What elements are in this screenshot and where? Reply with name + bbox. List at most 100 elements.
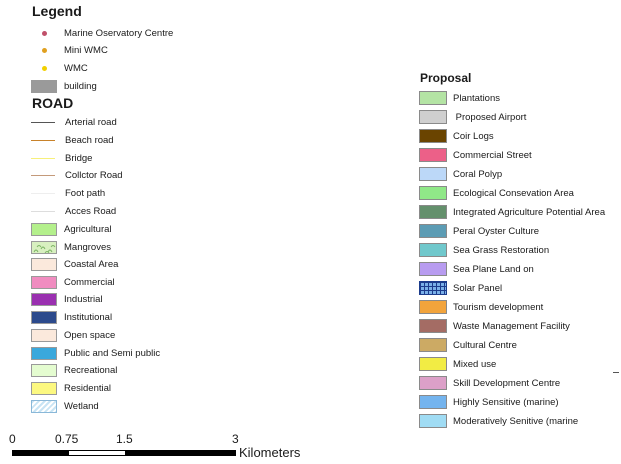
tourism-swatch <box>419 300 447 314</box>
proposal-item-label: Cultural Centre <box>453 339 517 351</box>
foot-path-line-icon <box>31 192 55 194</box>
legend-item-arterial-road: Arterial road <box>31 114 117 130</box>
scale-tick-label-3: 3 <box>232 432 239 446</box>
proposal-item-label: Coir Logs <box>453 130 494 142</box>
scale-tick-label-1-5: 1.5 <box>116 432 133 446</box>
legend-item-access-road: Acces Road <box>31 203 116 219</box>
scale-tick-label-0: 0 <box>9 432 16 446</box>
skill-development-swatch <box>419 376 447 390</box>
legend-item-recreational: Recreational <box>31 362 117 378</box>
access-road-line-icon <box>31 210 55 212</box>
proposal-item-sea-plane: Sea Plane Land on <box>419 261 534 277</box>
proposal-item-pearl-oyster: Peral Oyster Culture <box>419 223 539 239</box>
proposal-item-label: Ecological Consevation Area <box>453 187 574 199</box>
sea-plane-swatch <box>419 262 447 276</box>
wmc-dot-icon <box>41 65 47 71</box>
legend-item-label: Bridge <box>65 152 93 164</box>
scale-bar <box>12 450 236 456</box>
legend-item-building: building <box>31 78 97 94</box>
coir-logs-swatch <box>419 129 447 143</box>
mixed-use-swatch <box>419 357 447 371</box>
agricultural-swatch <box>31 222 57 236</box>
legend-item-label: Wetland <box>64 400 99 412</box>
public-semi-public-swatch <box>31 346 57 360</box>
legend-item-label: Agricultural <box>64 223 112 235</box>
legend-title: Legend <box>32 3 82 19</box>
road-title: ROAD <box>32 95 74 111</box>
proposal-item-label: Peral Oyster Culture <box>453 225 540 237</box>
commercial-street-swatch <box>419 148 447 162</box>
legend-item-label: Industrial <box>64 293 103 305</box>
building-swatch <box>31 79 57 93</box>
proposal-item-coir-logs: Coir Logs <box>419 128 494 144</box>
legend-item-label: Acces Road <box>65 205 117 217</box>
legend-item-foot-path: Foot path <box>31 185 105 201</box>
scale-bar-segment-1 <box>13 451 69 455</box>
proposal-item-label: Plantations <box>453 92 501 104</box>
proposal-item-integrated-agriculture: Integrated Agriculture Potential Area <box>419 204 605 220</box>
pearl-oyster-swatch <box>419 224 447 238</box>
legend-item-mini-wmc: Mini WMC <box>30 42 108 58</box>
scale-bar-segment-2 <box>69 451 125 455</box>
wetland-hatch-icon <box>31 399 57 413</box>
proposal-item-ecological-conservation: Ecological Consevation Area <box>419 185 574 201</box>
legend-item-label: Residential <box>64 382 111 394</box>
legend-item-collector-road: Collctor Road <box>31 167 123 183</box>
legend-item-label: Open space <box>64 329 116 341</box>
legend-item-wetland: Wetland <box>31 398 99 414</box>
legend-item-bridge: Bridge <box>31 150 92 166</box>
proposal-item-label: Integrated Agriculture Potential Area <box>453 206 606 218</box>
bridge-line-icon <box>31 157 55 159</box>
coral-polyp-swatch <box>419 167 447 181</box>
integrated-agriculture-swatch <box>419 205 447 219</box>
legend-item-label: Mangroves <box>64 241 111 253</box>
proposal-item-tourism: Tourism development <box>419 299 543 315</box>
proposal-item-solar-panel: Solar Panel <box>419 280 502 296</box>
legend-item-label: Beach road <box>65 134 114 146</box>
proposal-item-label: Waste Management Facility <box>453 320 570 332</box>
proposal-item-commercial-street: Commercial Street <box>419 147 532 163</box>
proposal-item-moderately-sensitive: Moderatively Senitive (marine <box>419 413 578 429</box>
legend-item-beach-road: Beach road <box>31 132 114 148</box>
scale-tick-label-0-75: 0.75 <box>55 432 79 446</box>
proposed-airport-swatch <box>419 110 447 124</box>
legend-item-label: Foot path <box>65 187 106 199</box>
collector-road-line-icon <box>31 174 55 176</box>
legend-item-label: Arterial road <box>65 116 117 128</box>
proposal-item-label: Tourism development <box>453 301 544 313</box>
legend-item-public-semi-public: Public and Semi public <box>31 345 160 361</box>
legend-item-label: Institutional <box>64 311 113 323</box>
proposal-item-label: Moderatively Senitive (marine <box>453 415 579 427</box>
moderately-sensitive-swatch <box>419 414 447 428</box>
solar-panel-grid-icon <box>419 281 447 295</box>
proposal-item-waste-management: Waste Management Facility <box>419 318 570 334</box>
highly-sensitive-swatch <box>419 395 447 409</box>
marine-observatory-dot-icon <box>41 30 47 36</box>
proposal-title: Proposal <box>420 71 472 85</box>
proposal-item-label: Solar Panel <box>453 282 503 294</box>
sea-grass-swatch <box>419 243 447 257</box>
recreational-swatch <box>31 363 57 377</box>
cultural-centre-swatch <box>419 338 447 352</box>
mini-wmc-dot-icon <box>41 47 47 53</box>
scale-unit-label: Kilometers <box>239 445 301 460</box>
legend-item-label: WMC <box>64 62 88 74</box>
legend-item-label: Recreational <box>64 364 118 376</box>
coastal-area-swatch <box>31 257 57 271</box>
divider-dash <box>613 372 619 373</box>
proposal-item-mixed-use: Mixed use <box>419 356 496 372</box>
legend-item-agricultural: Agricultural <box>31 221 112 237</box>
legend-item-commercial: Commercial <box>31 274 115 290</box>
legend-item-coastal-area: Coastal Area <box>31 256 118 272</box>
legend-item-label: building <box>64 80 97 92</box>
legend-item-label: Coastal Area <box>64 258 119 270</box>
proposal-item-cultural-centre: Cultural Centre <box>419 337 517 353</box>
legend-item-label: Marine Oservatory Centre <box>64 27 174 39</box>
proposal-item-label: Sea Plane Land on <box>453 263 534 275</box>
arterial-road-line-icon <box>31 121 55 123</box>
legend-item-institutional: Institutional <box>31 309 112 325</box>
legend-item-label: Collctor Road <box>65 169 123 181</box>
institutional-swatch <box>31 310 57 324</box>
proposal-item-label: Highly Sensitive (marine) <box>453 396 559 408</box>
proposal-item-highly-sensitive: Highly Sensitive (marine) <box>419 394 559 410</box>
